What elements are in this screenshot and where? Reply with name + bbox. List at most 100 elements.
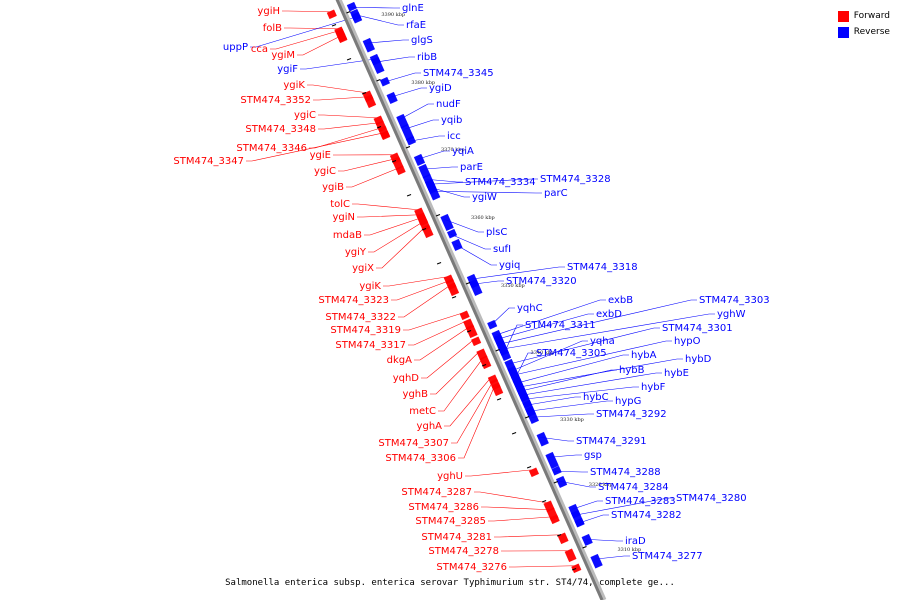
reverse-gene-block [590, 553, 603, 569]
gene-label-stm474-3319: STM474_3319 [330, 325, 401, 336]
legend-reverse-label: Reverse [853, 27, 890, 37]
leader-line [450, 233, 491, 250]
leader-line [414, 326, 470, 361]
gene-label-hypo: hypO [674, 336, 701, 347]
gene-label-yghu: yghU [437, 471, 463, 482]
tick-label: 3360 kbp [471, 215, 495, 221]
gene-label-nudf: nudF [436, 99, 461, 110]
forward-gene-block [491, 382, 504, 397]
leader-line [438, 357, 484, 412]
tick-label: 3310 kbp [617, 547, 641, 553]
reverse-swatch [837, 26, 849, 38]
gene-label-metc: metC [409, 406, 436, 417]
gene-label-ribb: ribB [417, 52, 437, 63]
backbone-line [335, 0, 604, 600]
reverse-gene-block [581, 533, 593, 547]
gene-label-stm474-3288: STM474_3288 [590, 467, 661, 478]
leader-line [426, 178, 463, 183]
gene-label-stm474-3323: STM474_3323 [318, 295, 389, 306]
leader-line [417, 150, 450, 160]
gene-label-yqhc: yqhC [517, 303, 543, 314]
forward-gene-block [421, 224, 434, 239]
gene-label-yghb: yghB [403, 389, 429, 400]
forward-gene-block [528, 467, 540, 478]
tick-label: 3320 kbp [589, 482, 613, 488]
gene-label-stm474-3301: STM474_3301 [662, 323, 733, 334]
backbone-shadow [336, 0, 607, 600]
tick-label: 3380 kbp [411, 80, 435, 86]
tick-mark [405, 146, 411, 149]
gene-label-yqha: yqha [590, 336, 615, 347]
gene-label-uppp: uppP [223, 42, 248, 53]
leader-line [309, 127, 382, 149]
gene-label-stm474-3285: STM474_3285 [415, 516, 486, 527]
gene-label-stm474-3283: STM474_3283 [605, 496, 676, 507]
gene-label-yqib: yqib [441, 115, 462, 126]
reverse-gene-block [574, 517, 585, 528]
gene-label-hyba: hybA [631, 350, 657, 361]
gene-label-stm474-3347: STM474_3347 [173, 156, 244, 167]
leader-line [472, 280, 504, 285]
gene-label-glne: glnE [402, 3, 424, 14]
leader-line [585, 538, 623, 542]
forward-gene-block [471, 336, 482, 347]
gene-label-glgs: glgS [411, 35, 433, 46]
reverse-gene-block [405, 135, 417, 146]
leader-line [368, 221, 424, 253]
gene-label-cca: cca [251, 44, 268, 55]
leader-line [404, 119, 439, 130]
legend: Forward Reverse [837, 8, 890, 40]
reverse-gene-block [413, 153, 426, 167]
gene-label-stm474-3303: STM474_3303 [699, 295, 770, 306]
gene-label-stm474-3282: STM474_3282 [611, 510, 682, 521]
tick-mark [465, 282, 471, 285]
leader-line [574, 497, 674, 516]
leader-line [549, 454, 582, 458]
minor-tick [556, 534, 562, 537]
genome-backbone [335, 0, 607, 600]
gene-label-stm474-3307: STM474_3307 [378, 438, 449, 449]
gene-label-ygid: ygiD [429, 83, 452, 94]
reverse-gene-block [527, 411, 539, 425]
gene-label-mdab: mdaB [333, 230, 362, 241]
gene-label-stm474-3284: STM474_3284 [598, 482, 669, 493]
leader-line [313, 96, 369, 101]
leader-line [352, 203, 418, 211]
tick-label: 3370 kbp [441, 147, 465, 153]
gene-label-hybb: hybB [619, 365, 645, 376]
gene-label-gsp: gsp [584, 450, 602, 461]
gene-label-ygie: ygiE [310, 150, 331, 161]
leader-line [318, 114, 378, 119]
minor-tick [391, 160, 397, 163]
leader-line [508, 327, 660, 365]
reverse-gene-block [346, 1, 357, 12]
reverse-gene-block [555, 475, 568, 489]
tick-mark [495, 349, 500, 352]
leader-line [474, 491, 548, 504]
tick-mark [553, 481, 558, 484]
reverse-gene-block [487, 319, 498, 330]
gene-label-stm474-3352: STM474_3352 [240, 95, 311, 106]
gene-label-ygih: ygiH [257, 6, 280, 17]
gene-label-ygib: ygiB [322, 182, 344, 193]
leader-line [421, 338, 475, 379]
leader-line [496, 313, 594, 340]
gene-label-sufi: sufI [493, 244, 511, 255]
gene-label-ygiq: ygiq [499, 260, 520, 271]
leader-line [516, 354, 629, 384]
forward-gene-block [564, 548, 577, 563]
gene-label-dkga: dkgA [387, 355, 412, 366]
leader-line [364, 217, 422, 236]
minor-tick [481, 364, 487, 367]
leader-line [481, 506, 551, 511]
leader-line [399, 103, 434, 120]
leader-line [383, 72, 421, 83]
legend-reverse: Reverse [837, 24, 890, 40]
gene-label-pare: parE [460, 162, 483, 173]
leader-line [511, 340, 588, 372]
leader-line [519, 369, 617, 392]
leader-line [403, 312, 464, 331]
reverse-gene-block [446, 228, 458, 239]
